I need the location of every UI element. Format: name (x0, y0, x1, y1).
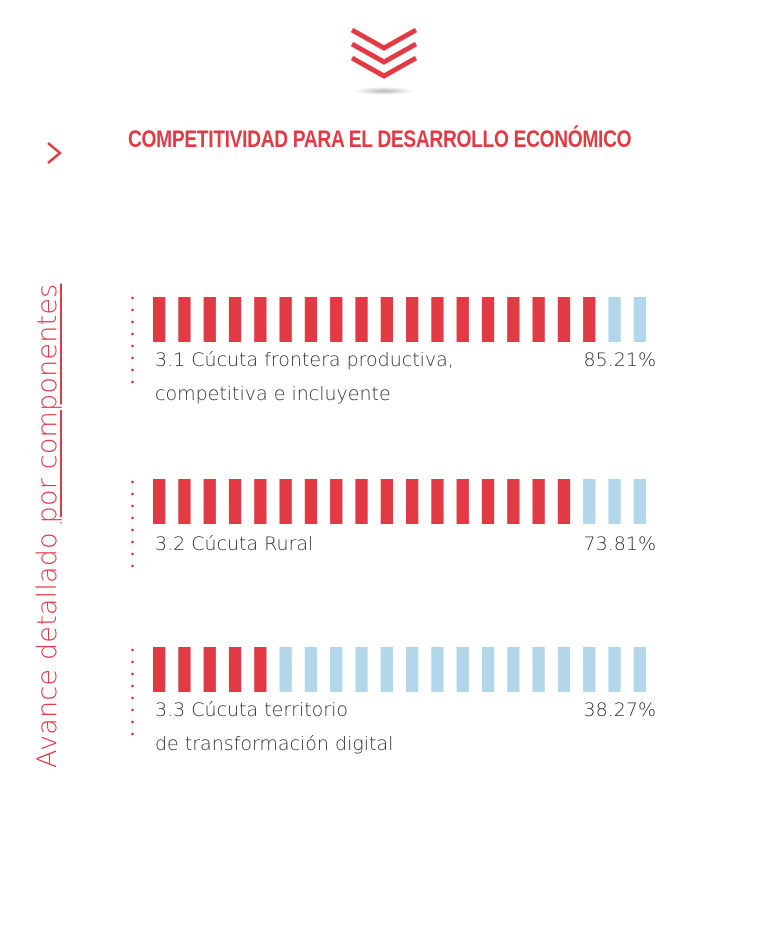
percentage-value: 38.27% (583, 699, 656, 721)
segment-filled (304, 297, 318, 342)
segment-filled (228, 297, 242, 342)
segment-remaining (608, 647, 621, 692)
segment-filled (279, 297, 292, 342)
progress-bar (153, 297, 646, 342)
segment-remaining (380, 647, 393, 692)
component-label: 3.2 Cúcuta Rural (155, 533, 314, 555)
segment-filled (507, 297, 520, 342)
segment-filled (406, 297, 419, 342)
chevron-right-icon (47, 142, 62, 164)
segment-remaining (633, 647, 646, 692)
segment-remaining (330, 647, 343, 692)
segment-filled (178, 479, 191, 524)
segment-remaining (532, 647, 545, 692)
segment-remaining (608, 479, 621, 524)
segment-remaining (456, 647, 469, 692)
segment-remaining (304, 647, 318, 692)
component-label: 3.1 Cúcuta frontera productiva, competit… (155, 349, 454, 405)
segment-filled (178, 647, 191, 692)
segment-remaining (633, 479, 646, 524)
segment-remaining (557, 647, 571, 692)
segment-filled (254, 479, 267, 524)
progress-bar (153, 647, 646, 692)
dotted-line (131, 292, 134, 384)
side-label: Avance detallado por componentes (32, 148, 63, 768)
segment-filled (431, 479, 444, 524)
segment-filled (532, 297, 545, 342)
segment-filled (279, 479, 292, 524)
segment-filled (557, 297, 571, 342)
segment-filled (456, 479, 469, 524)
segment-remaining (583, 647, 596, 692)
segment-filled (203, 647, 216, 692)
segment-remaining (406, 647, 419, 692)
segment-filled (380, 297, 393, 342)
segment-remaining (608, 297, 621, 342)
segment-filled (355, 297, 368, 342)
percentage-value: 85.21% (583, 349, 656, 371)
percentage-value: 73.81% (583, 533, 656, 555)
segment-remaining (355, 647, 368, 692)
segment-filled (228, 647, 242, 692)
segment-filled (456, 297, 469, 342)
segment-remaining (633, 297, 646, 342)
progress-bar (153, 479, 646, 524)
segment-remaining (507, 647, 520, 692)
segment-filled (153, 479, 166, 524)
segment-filled (431, 297, 444, 342)
segment-filled (330, 297, 343, 342)
segment-remaining (279, 647, 292, 692)
segment-filled (178, 297, 191, 342)
dotted-line (131, 644, 134, 736)
segment-filled (304, 479, 318, 524)
section-title: COMPETITIVIDAD PARA EL DESARROLLO ECONÓM… (128, 126, 632, 153)
side-label-part1: Avance detallado (32, 523, 63, 768)
segment-filled (254, 297, 267, 342)
side-label-part2: por componentes (32, 283, 63, 524)
dotted-line (131, 476, 134, 568)
segment-filled (203, 297, 216, 342)
segment-filled (254, 647, 267, 692)
segment-filled (153, 297, 166, 342)
segment-filled (507, 479, 520, 524)
component-label: 3.3 Cúcuta territorio de transformación … (155, 699, 394, 755)
segment-filled (153, 647, 166, 692)
segment-filled (228, 479, 242, 524)
chevron-down-icon (350, 27, 418, 95)
segment-filled (583, 297, 596, 342)
segment-filled (380, 479, 393, 524)
segment-filled (406, 479, 419, 524)
segment-remaining (583, 479, 596, 524)
segment-filled (355, 479, 368, 524)
segment-remaining (431, 647, 444, 692)
segment-filled (532, 479, 545, 524)
segment-remaining (481, 647, 495, 692)
segment-filled (481, 297, 495, 342)
segment-filled (481, 479, 495, 524)
segment-filled (203, 479, 216, 524)
segment-filled (330, 479, 343, 524)
segment-filled (557, 479, 571, 524)
